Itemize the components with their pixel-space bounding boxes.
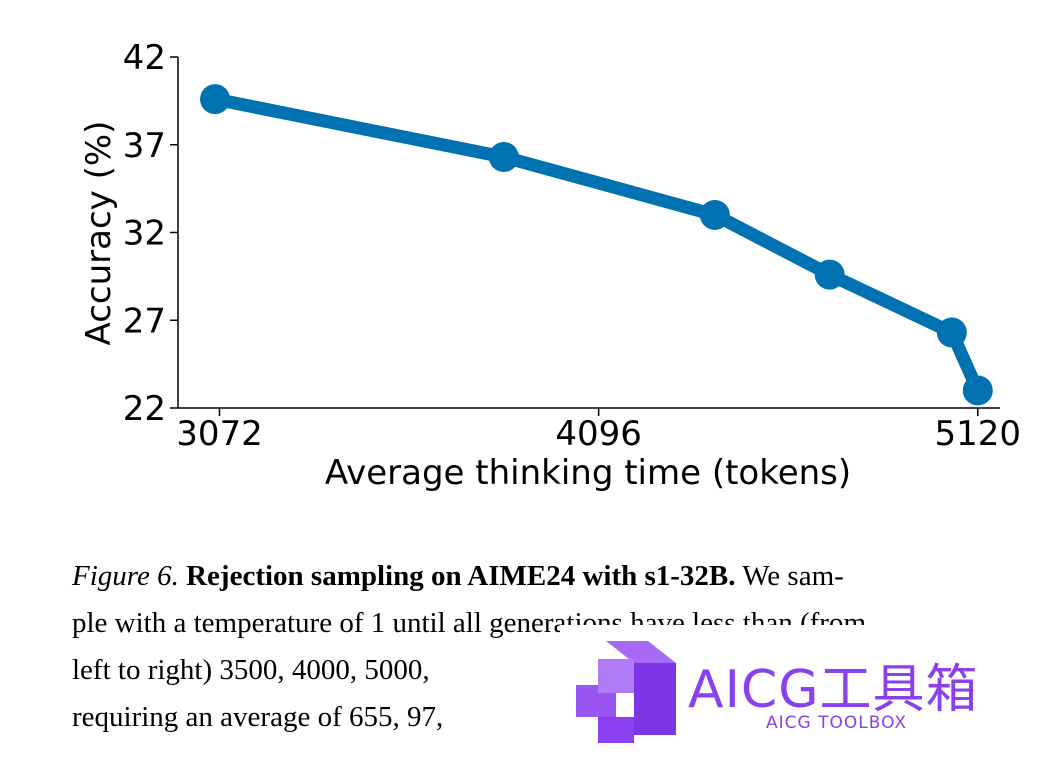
x-axis-label: Average thinking time (tokens)	[325, 453, 851, 493]
y-tick-label: 37	[123, 126, 166, 166]
x-tick-label: 5120	[935, 414, 1022, 454]
data-point	[699, 199, 730, 230]
y-tick-label: 32	[123, 214, 166, 254]
caption-line-4: requiring an average of 655, 97,	[72, 701, 444, 733]
figure-label: Figure 6.	[72, 560, 179, 592]
caption-line-1: Figure 6. Rejection sampling on AIME24 w…	[72, 553, 1017, 600]
watermark: AICG工具箱 AICG TOOLBOX	[560, 625, 1040, 755]
y-tick-label: 27	[123, 301, 166, 341]
watermark-sub-text: AICG TOOLBOX	[766, 713, 908, 733]
aicg-logo-icon	[576, 641, 676, 743]
figure-title: Rejection sampling on AIME24 with s1-32B…	[186, 560, 736, 592]
watermark-main-text: AICG工具箱	[688, 660, 979, 720]
data-point	[814, 259, 845, 290]
chart-series	[200, 84, 993, 406]
x-tick-label: 3072	[176, 414, 263, 454]
caption-line-3: left to right) 3500, 4000, 5000,	[72, 654, 430, 686]
series-line	[208, 92, 985, 397]
chart-axes	[177, 57, 1000, 409]
x-tick-label: 4096	[555, 414, 642, 454]
y-axis-label: Accuracy (%)	[79, 121, 119, 346]
caption-line-1-rest: We sam-	[735, 560, 844, 592]
chart-ticks: 22 27 32 37 42 3072 4096 5120	[123, 38, 1021, 454]
accuracy-vs-thinking-time-chart: 22 27 32 37 42 3072 4096 5120 Accuracy (%) Aver…	[79, 38, 1021, 493]
y-tick-label: 42	[123, 38, 166, 78]
data-point	[488, 142, 519, 173]
data-point	[200, 84, 231, 115]
data-point	[936, 317, 967, 348]
y-tick-label: 22	[123, 389, 166, 429]
data-point	[962, 375, 993, 406]
